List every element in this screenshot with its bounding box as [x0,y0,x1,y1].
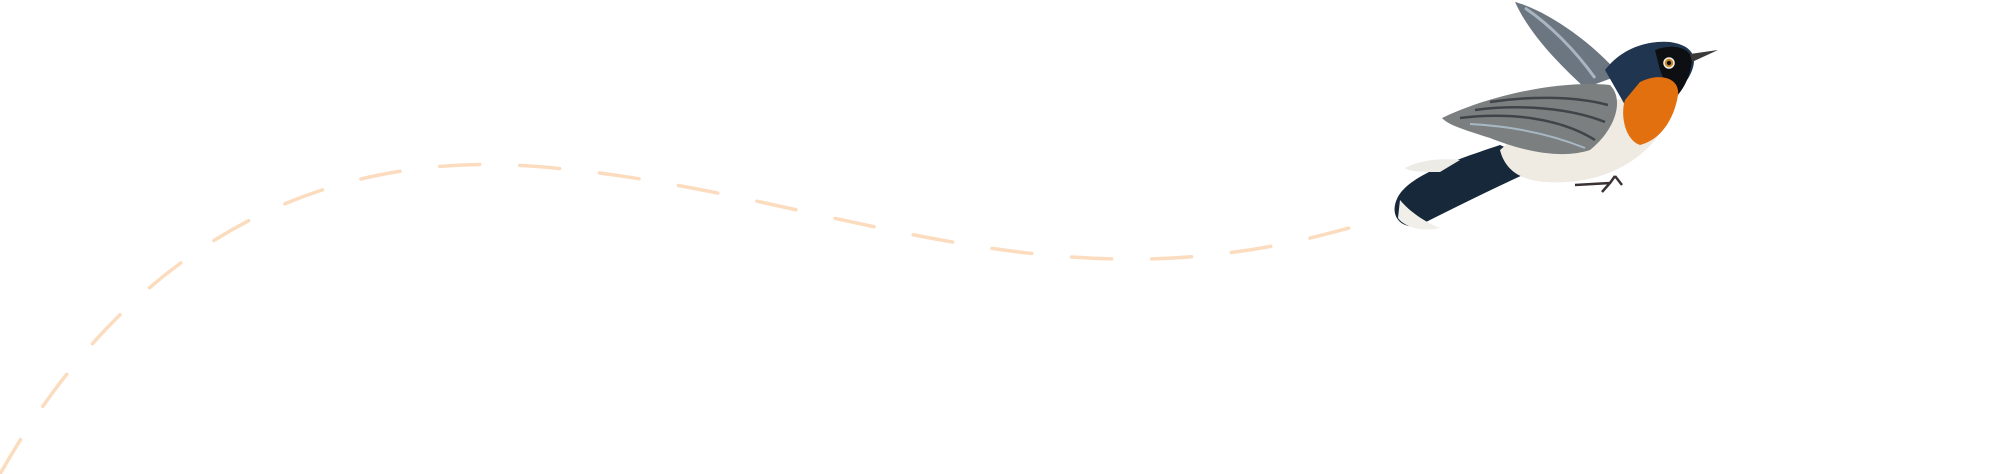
bird-feet [1574,175,1623,193]
bird-beak [1690,50,1718,62]
bird-throat [1623,77,1679,145]
bird-icon [1394,2,1718,230]
dashed-flight-path [0,162,1362,474]
bird-tail-tip [1398,200,1440,230]
